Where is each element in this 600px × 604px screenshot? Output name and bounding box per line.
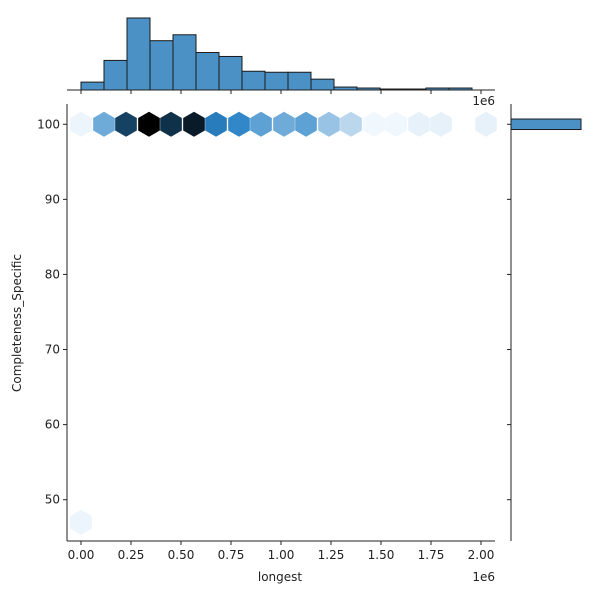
hexbin-9: [273, 111, 295, 137]
hexbin-4: [160, 111, 182, 137]
x-tick-label-0: 0.00: [68, 548, 95, 562]
top-hist-bar-9: [287, 71, 312, 91]
hexbin-2: [115, 111, 137, 137]
hexbin-14: [385, 111, 407, 137]
right-hist-bar-0: [510, 118, 582, 131]
y-axis-label: Completeness_Specific: [10, 254, 24, 392]
hexbin-6: [205, 111, 227, 137]
hexbin-5: [183, 111, 205, 137]
y-tick-label-1: 60: [45, 418, 60, 432]
x-axis-label: longest: [258, 570, 303, 584]
x-axis-offset-label: 1e6: [472, 570, 495, 584]
hexbin-17: [475, 111, 497, 137]
top-hist-bar-0: [80, 81, 105, 91]
top-marginal-offset-label: 1e6: [472, 94, 495, 108]
top-hist-bar-3: [149, 40, 174, 91]
main-axes: 0.00 0.25 0.50 0.75 1.00 1.25 1.50 1.75 2.00 50 60…: [37, 104, 497, 562]
x-tick-label-4: 1.00: [268, 548, 295, 562]
hexbin-18: [70, 509, 92, 535]
x-tick-label-1: 0.25: [118, 548, 145, 562]
hexbin-0: [70, 111, 92, 137]
top-hist-bar-10: [310, 78, 335, 91]
hexbin-12: [340, 111, 362, 137]
top-hist-bar-5: [195, 52, 220, 91]
hexbin-10: [295, 111, 317, 137]
top-hist-bar-2: [126, 17, 151, 91]
right-marginal-histogram: [507, 104, 582, 541]
y-tick-label-0: 50: [45, 493, 60, 507]
hexbin-3: [138, 111, 160, 137]
hexbin-8: [250, 111, 272, 137]
x-tick-label-6: 1.50: [368, 548, 395, 562]
y-tick-label-2: 70: [45, 343, 60, 357]
hexbin-1: [93, 111, 115, 137]
y-tick-label-3: 80: [45, 267, 60, 281]
x-tick-label-2: 0.50: [168, 548, 195, 562]
y-tick-label-5: 100: [37, 117, 60, 131]
x-tick-label-8: 2.00: [468, 548, 495, 562]
hexbin-13: [363, 111, 385, 137]
hexbin-11: [318, 111, 340, 137]
x-tick-label-3: 0.75: [218, 548, 245, 562]
top-hist-bar-6: [218, 55, 243, 91]
top-marginal-histogram: [67, 17, 495, 94]
hexbin-7: [228, 111, 250, 137]
y-tick-label-4: 90: [45, 192, 60, 206]
x-tick-label-5: 1.25: [318, 548, 345, 562]
x-tick-label-7: 1.75: [418, 548, 445, 562]
top-hist-bar-8: [264, 71, 289, 91]
hexbin-15: [408, 111, 430, 137]
top-hist-bar-4: [172, 34, 197, 91]
top-hist-bar-7: [241, 70, 266, 91]
hexbin-16: [430, 111, 452, 137]
top-hist-bar-1: [103, 59, 128, 91]
